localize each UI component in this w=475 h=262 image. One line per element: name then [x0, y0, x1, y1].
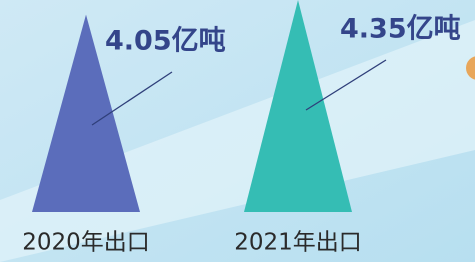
- category-label: 2020年出口: [22, 230, 150, 256]
- value-label: 4.05亿吨: [105, 26, 226, 57]
- value-label: 4.35亿吨: [340, 14, 461, 45]
- category-label: 2021年出口: [234, 230, 362, 256]
- chart: 4.05亿吨 2020年出口 4.35亿吨 2021年出口: [0, 0, 475, 262]
